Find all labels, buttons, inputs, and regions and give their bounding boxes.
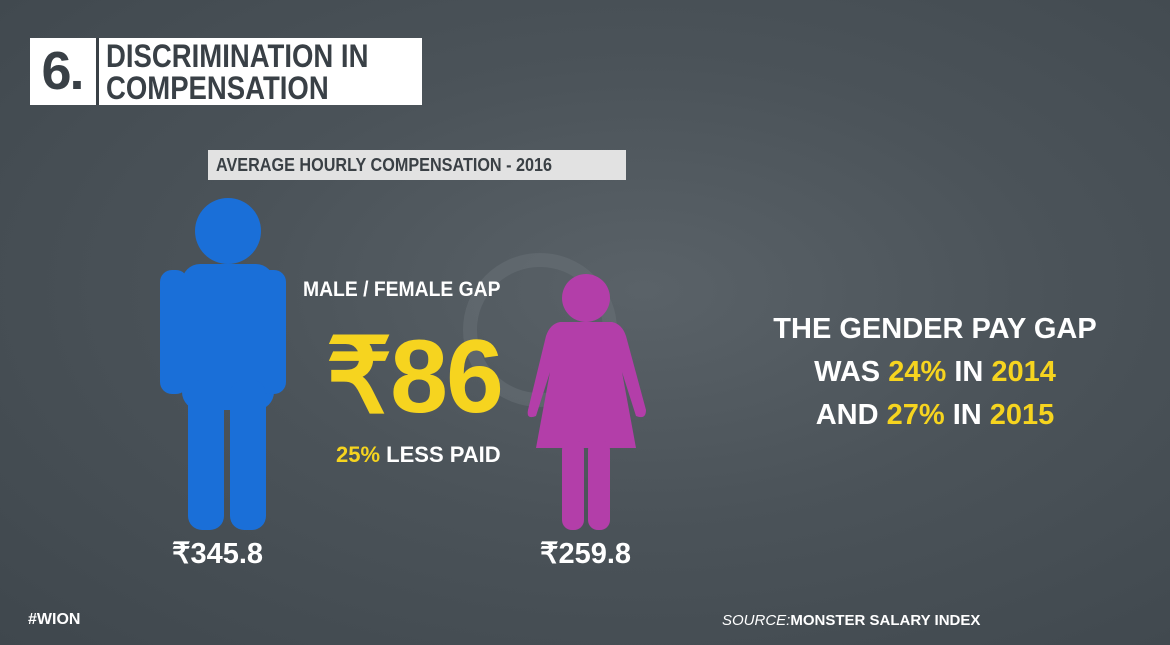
statement: THE GENDER PAY GAP WAS 24% IN 2014 AND 2…	[700, 308, 1170, 437]
statement-text: AND	[815, 399, 879, 431]
gap-amount: ₹86	[326, 319, 504, 435]
source-label: SOURCE:	[722, 612, 791, 629]
statement-text: IN	[954, 356, 984, 388]
statement-text: WAS	[814, 356, 881, 388]
statement-line: WAS 24% IN 2014	[700, 351, 1170, 394]
statement-highlight: 27%	[886, 399, 945, 431]
source: MONSTER SALARY INDEX	[790, 612, 981, 629]
subtitle: AVERAGE HOURLY COMPENSATION - 2016	[216, 155, 553, 175]
statement-line: THE GENDER PAY GAP	[700, 308, 1170, 351]
statement-highlight: 2015	[989, 399, 1055, 431]
title-line: COMPENSATION	[106, 70, 329, 106]
hashtag: #WION	[28, 611, 81, 628]
gap-percent-line: 25% LESS PAID	[336, 442, 501, 468]
gap-percent-text: LESS PAID	[386, 442, 501, 467]
female-figure	[527, 274, 646, 530]
male-figure	[160, 198, 286, 530]
title-divider	[96, 38, 99, 105]
title-line: DISCRIMINATION IN	[106, 38, 369, 74]
male-label: ₹345.8	[172, 538, 264, 570]
subtitle-box	[208, 150, 626, 180]
female-label: ₹259.8	[540, 538, 632, 570]
statement-line: AND 27% IN 2015	[700, 394, 1170, 437]
gap-percent: 25%	[336, 442, 381, 467]
statement-highlight: 24%	[888, 356, 947, 388]
gap-heading: MALE / FEMALE GAP	[303, 278, 501, 301]
statement-text: IN	[952, 399, 982, 431]
statement-highlight: 2014	[991, 356, 1056, 388]
section-number: 6.	[41, 41, 84, 101]
source-line: SOURCE:MONSTER SALARY INDEX	[722, 612, 980, 629]
title-box	[30, 38, 422, 105]
title: DISCRIMINATION IN COMPENSATION	[106, 40, 368, 104]
statement-text: THE GENDER PAY GAP	[773, 313, 1097, 345]
